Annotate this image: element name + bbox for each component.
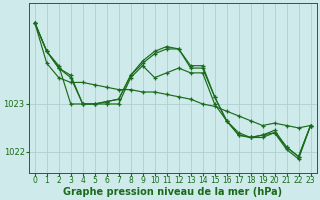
X-axis label: Graphe pression niveau de la mer (hPa): Graphe pression niveau de la mer (hPa): [63, 187, 282, 197]
